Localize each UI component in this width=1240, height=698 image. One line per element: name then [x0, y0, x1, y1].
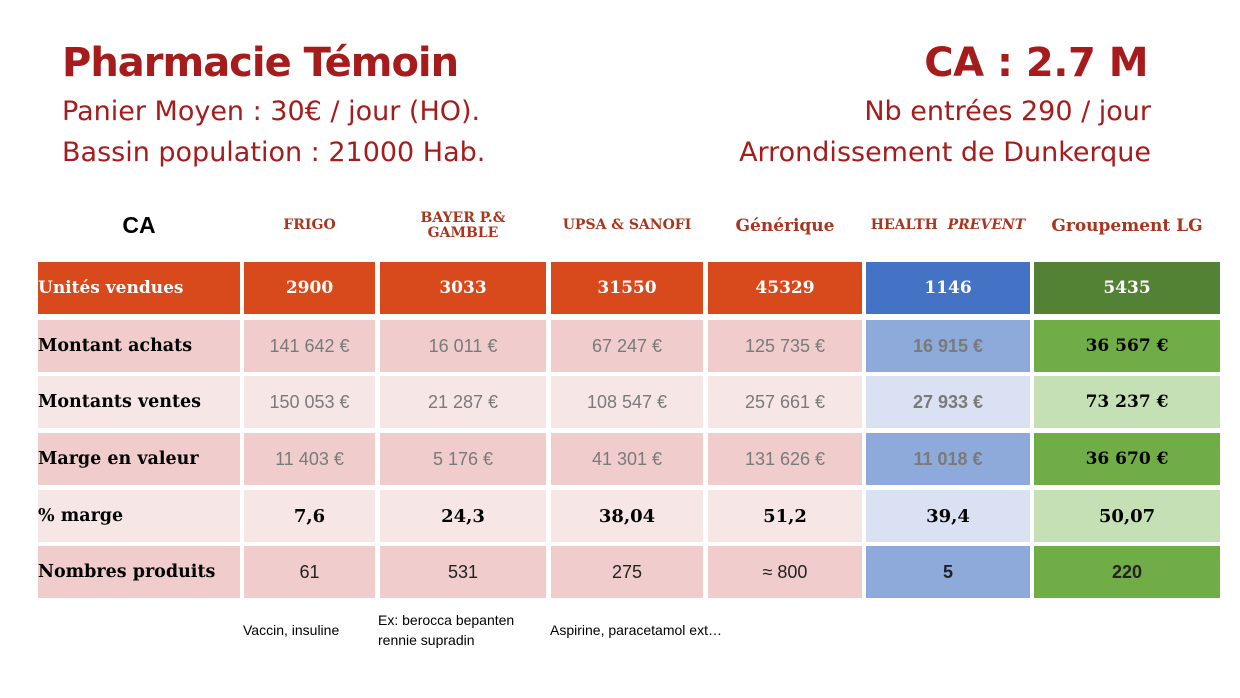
table-cell: 275 [551, 546, 703, 598]
table-cell: 531 [380, 546, 546, 598]
table-cell: 3033 [380, 262, 546, 314]
table-cell: 16 011 € [380, 320, 546, 372]
note-bayer-line2: rennie supradin [378, 632, 475, 648]
column-header-upsa: UPSA & SANOFI [562, 217, 692, 234]
table-cell: 7,6 [244, 490, 375, 542]
table-cell: 11 403 € [244, 433, 375, 485]
table-cell: 220 [1034, 546, 1220, 598]
table-cell: 141 642 € [244, 320, 375, 372]
table-cell: 67 247 € [551, 320, 703, 372]
panier-moyen-text: Panier Moyen : 30€ / jour (HO). [62, 96, 481, 127]
table-cell: 36 670 € [1034, 433, 1220, 485]
table-cell: 38,04 [551, 490, 703, 542]
note-upsa: Aspirine, paracetamol ext… [550, 622, 722, 638]
table-cell: 31550 [551, 262, 703, 314]
column-header-ca: CA [122, 212, 156, 239]
table-cell: 51,2 [708, 490, 862, 542]
table-cell: 61 [244, 546, 375, 598]
note-frigo: Vaccin, insuline [243, 622, 340, 638]
ca-total-text: CA : 2.7 M [924, 40, 1148, 86]
table-cell: 1146 [866, 262, 1030, 314]
row-label: Nombres produits [38, 546, 240, 598]
table-cell: 108 547 € [551, 376, 703, 428]
health-label: HEALTH [870, 217, 938, 234]
prevent-label: PREVENT [947, 217, 1026, 234]
bassin-population-text: Bassin population : 21000 Hab. [62, 137, 486, 168]
table-cell: 50,07 [1034, 490, 1220, 542]
column-header-health-prevent: HEALTH PREVENT [866, 204, 1030, 248]
table-cell: 5435 [1034, 262, 1220, 314]
table-cell: ≈ 800 [708, 546, 862, 598]
table-cell: 125 735 € [708, 320, 862, 372]
row-label: Unités vendues [38, 262, 240, 314]
row-label: % marge [38, 490, 240, 542]
table-cell: 73 237 € [1034, 376, 1220, 428]
table-cell: 39,4 [866, 490, 1030, 542]
table-cell: 21 287 € [380, 376, 546, 428]
table-cell: 41 301 € [551, 433, 703, 485]
table-cell: 11 018 € [866, 433, 1030, 485]
nb-entrees-text: Nb entrées 290 / jour [864, 96, 1151, 127]
table-cell: 131 626 € [708, 433, 862, 485]
table-cell: 45329 [708, 262, 862, 314]
table-cell: 36 567 € [1034, 320, 1220, 372]
table-cell: 2900 [244, 262, 375, 314]
table-cell: 150 053 € [244, 376, 375, 428]
column-header-groupement: Groupement LG [1051, 215, 1203, 236]
table-cell: 5 [866, 546, 1030, 598]
note-bayer-line1: Ex: berocca bepanten [378, 612, 515, 628]
row-label: Montants ventes [38, 376, 240, 428]
table-cell: 257 661 € [708, 376, 862, 428]
row-label: Marge en valeur [38, 433, 240, 485]
column-header-frigo: FRIGO [283, 217, 336, 234]
column-header-generique: Générique [735, 215, 835, 236]
arrondissement-text: Arrondissement de Dunkerque [739, 137, 1151, 168]
column-header-bayer: BAYER P.& GAMBLE [420, 209, 506, 241]
table-cell: 24,3 [380, 490, 546, 542]
page-title: Pharmacie Témoin [62, 40, 459, 86]
row-label: Montant achats [38, 320, 240, 372]
table-cell: 27 933 € [866, 376, 1030, 428]
table-cell: 16 915 € [866, 320, 1030, 372]
table-cell: 5 176 € [380, 433, 546, 485]
